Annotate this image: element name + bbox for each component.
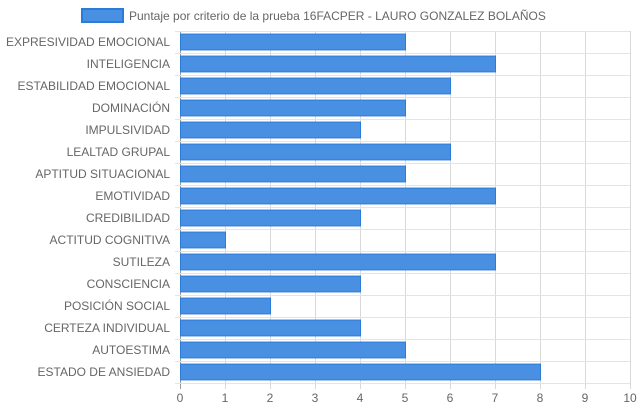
category-label: SUTILEZA	[113, 255, 170, 269]
category-label: IMPULSIVIDAD	[85, 123, 170, 137]
category-label: EXPRESIVIDAD EMOCIONAL	[6, 35, 170, 49]
category-label: POSICIÓN SOCIAL	[64, 298, 170, 313]
x-tick-label: 10	[623, 391, 637, 405]
category-label: ACTITUD COGNITIVA	[50, 233, 170, 247]
category-label: CONSCIENCIA	[87, 277, 170, 291]
category-labels: EXPRESIVIDAD EMOCIONAL INTELIGENCIA ESTABI…	[6, 35, 170, 379]
x-tick-label: 8	[537, 391, 544, 405]
bar[interactable]	[180, 121, 361, 139]
x-tick-label: 0	[177, 391, 184, 405]
x-tick-label: 5	[402, 391, 409, 405]
x-tick-labels: 0 1 2 3 4 5 6 7 8 9 10	[177, 391, 637, 405]
category-label: CREDIBILIDAD	[86, 211, 170, 225]
x-tick-label: 6	[447, 391, 454, 405]
category-label: ESTABILIDAD EMOCIONAL	[18, 79, 171, 93]
bars	[180, 33, 541, 381]
bar[interactable]	[180, 231, 226, 249]
category-label: CERTEZA INDIVIDUAL	[44, 321, 170, 335]
bar[interactable]	[180, 253, 496, 271]
legend-label: Puntaje por criterio de la prueba 16FACP…	[129, 9, 546, 23]
bar[interactable]	[180, 55, 496, 73]
category-label: AUTOESTIMA	[92, 343, 170, 357]
x-tick-label: 1	[222, 391, 229, 405]
bar[interactable]	[180, 33, 406, 51]
category-label: DOMINACIÓN	[92, 100, 170, 115]
bar[interactable]	[180, 143, 451, 161]
bar[interactable]	[180, 341, 406, 359]
chart-legend[interactable]: Puntaje por criterio de la prueba 16FACP…	[81, 8, 546, 23]
bar[interactable]	[180, 209, 361, 227]
bar[interactable]	[180, 275, 361, 293]
category-label: EMOTIVIDAD	[95, 189, 170, 203]
legend-swatch	[81, 8, 124, 23]
category-label: LEALTAD GRUPAL	[67, 145, 171, 159]
bar[interactable]	[180, 187, 496, 205]
bar[interactable]	[180, 363, 541, 381]
x-tick-label: 7	[492, 391, 499, 405]
category-label: ESTADO DE ANSIEDAD	[38, 365, 171, 379]
bar[interactable]	[180, 297, 271, 315]
bar[interactable]	[180, 99, 406, 117]
bar[interactable]	[180, 319, 361, 337]
bar[interactable]	[180, 77, 451, 95]
category-label: INTELIGENCIA	[87, 57, 170, 71]
x-tick-label: 2	[267, 391, 274, 405]
category-label: APTITUD SITUACIONAL	[35, 167, 170, 181]
x-tick-label: 9	[582, 391, 589, 405]
x-tick-label: 3	[312, 391, 319, 405]
x-tick-label: 4	[357, 391, 364, 405]
bar[interactable]	[180, 165, 406, 183]
